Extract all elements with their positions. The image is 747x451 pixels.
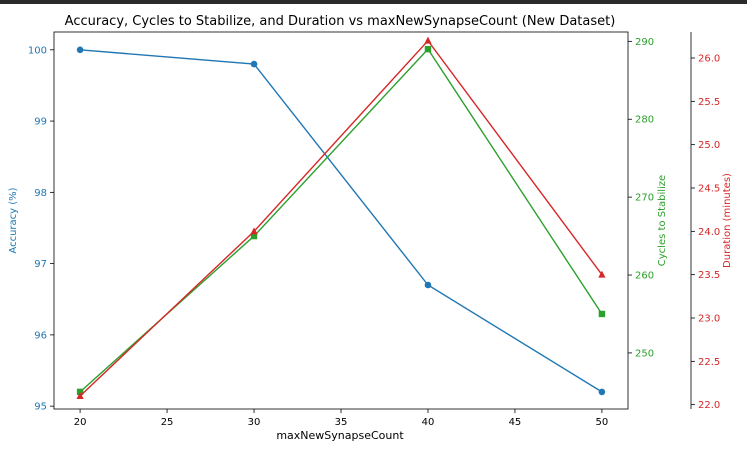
accuracy-axis-label: Accuracy (%) (8, 187, 19, 253)
series-line-0 (80, 49, 603, 393)
y-tick-label: 95 (34, 402, 47, 413)
y-tick-label: 23.0 (698, 314, 720, 325)
data-point (598, 310, 606, 318)
data-point (76, 46, 84, 54)
window-top-bar (0, 0, 747, 4)
data-point (424, 36, 432, 44)
series-line-1 (79, 48, 603, 393)
y-tick-label: 290 (635, 37, 654, 48)
y-tick-label: 97 (34, 259, 47, 270)
y-tick-label: 260 (635, 271, 654, 282)
data-point (76, 388, 84, 396)
y-tick-label: 270 (635, 193, 654, 204)
y-tick-label: 250 (635, 348, 654, 359)
plot-frame (53, 31, 629, 410)
y-tick-label: 22.0 (698, 400, 720, 411)
y-tick-label: 25.5 (698, 97, 720, 108)
duration-axis-label: Duration (minutes) (722, 173, 733, 268)
data-point (424, 281, 432, 289)
y-tick-label: 24.0 (698, 227, 720, 238)
data-point (424, 45, 432, 53)
x-tick-label: 50 (596, 417, 609, 428)
data-point (598, 270, 606, 278)
data-point (250, 232, 258, 240)
y-tick-label: 25.0 (698, 140, 720, 151)
x-tick-label: 30 (248, 417, 261, 428)
y-tick-label: 99 (34, 117, 47, 128)
data-point (76, 392, 84, 399)
y-tick-label: 24.5 (698, 184, 720, 195)
y-tick-label: 23.5 (698, 270, 720, 281)
x-axis-label: maxNewSynapseCount (276, 429, 404, 442)
x-tick-label: 45 (509, 417, 522, 428)
y-tick-label: 26.0 (698, 54, 720, 65)
chart-title: Accuracy, Cycles to Stabilize, and Durat… (65, 14, 616, 29)
data-point (598, 388, 606, 396)
y-tick-label: 98 (34, 188, 47, 199)
data-point (250, 60, 258, 68)
y-tick-label: 22.5 (698, 357, 720, 368)
data-point (250, 227, 258, 235)
x-tick-label: 25 (161, 417, 174, 428)
x-tick-label: 40 (422, 417, 435, 428)
x-tick-label: 35 (335, 417, 348, 428)
y-tick-label: 100 (28, 45, 47, 56)
y-tick-label: 96 (34, 330, 47, 341)
x-tick-label: 20 (74, 417, 87, 428)
cycles-axis-label: Cycles to Stabilize (657, 175, 668, 266)
series-line-2 (79, 39, 603, 397)
y-tick-label: 280 (635, 115, 654, 126)
